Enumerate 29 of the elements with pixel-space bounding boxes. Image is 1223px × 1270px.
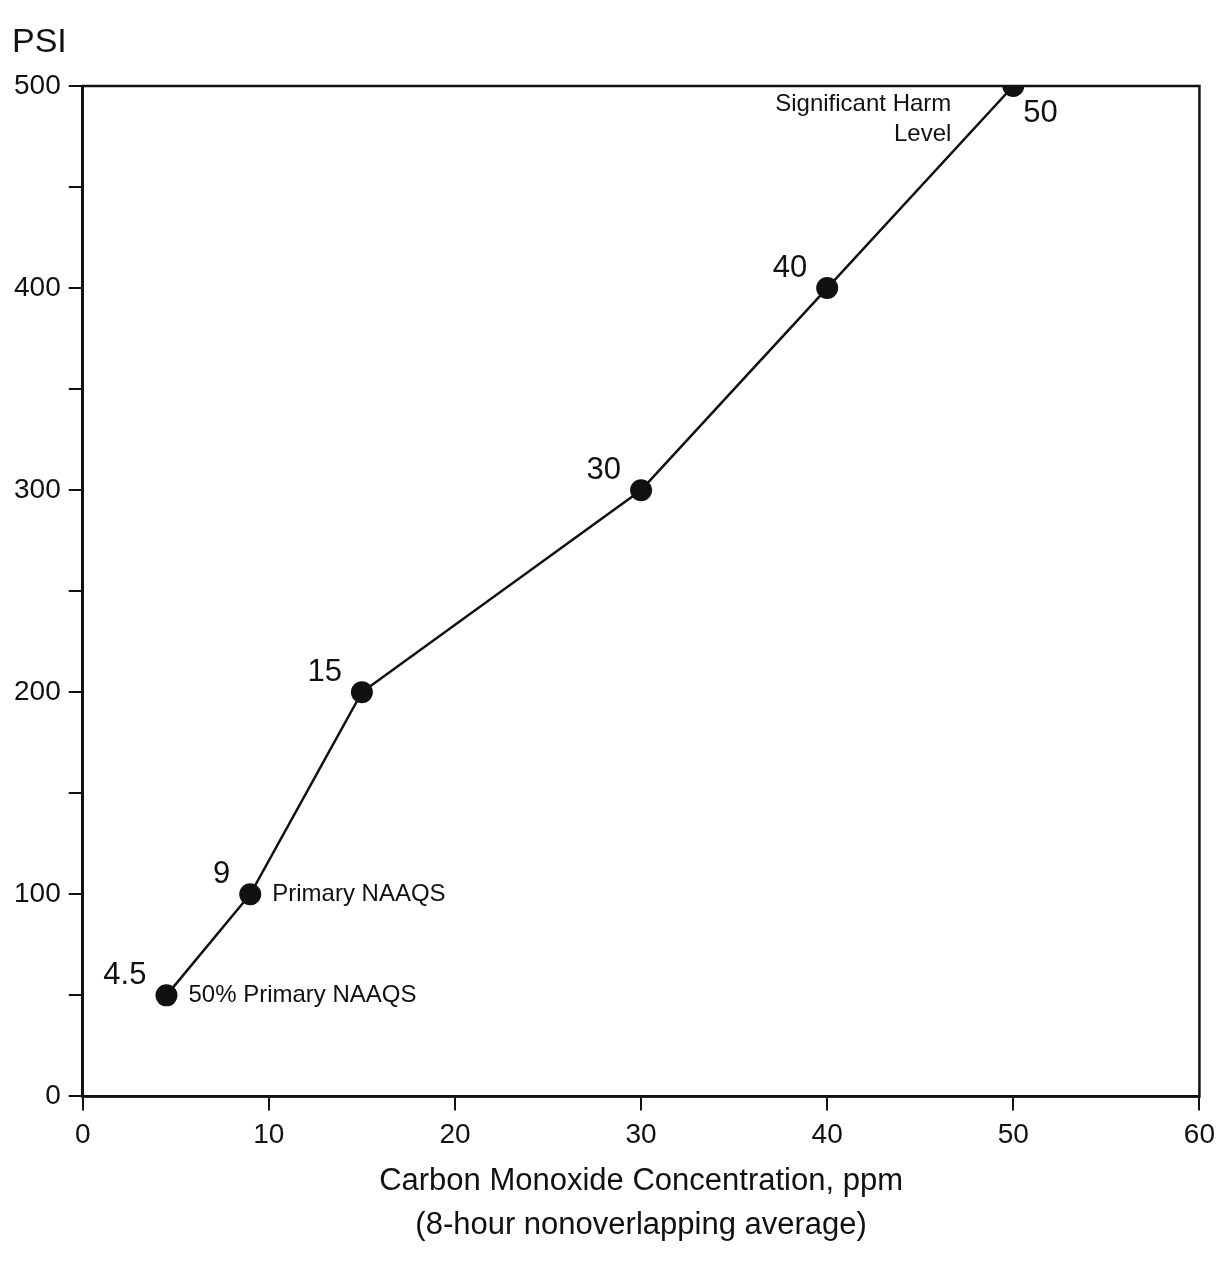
annotation: 50 bbox=[1023, 94, 1058, 130]
annotation: 40 bbox=[772, 249, 808, 285]
annotation: 4.5 bbox=[103, 956, 147, 992]
annotation: 9 bbox=[212, 855, 231, 891]
x-tick-label: 30 bbox=[625, 1117, 657, 1149]
y-tick-label: 0 bbox=[45, 1079, 61, 1111]
annotation: 15 bbox=[307, 653, 342, 689]
point bbox=[239, 883, 262, 906]
x-tick-label: 40 bbox=[811, 1117, 843, 1149]
annotation: 30 bbox=[586, 451, 622, 487]
annotation: Significant Harm Level bbox=[775, 88, 952, 146]
y-tick-label: 500 bbox=[14, 68, 61, 100]
y-tick-label: 100 bbox=[14, 877, 61, 909]
point bbox=[155, 984, 178, 1007]
x-tick-label: 60 bbox=[1183, 1117, 1216, 1149]
x-axis-title: Carbon Monoxide Concentration, ppm (8-hour nonoverlapping average) bbox=[379, 1162, 903, 1242]
y-axis-title: PSI bbox=[12, 21, 67, 60]
point bbox=[816, 277, 839, 300]
point bbox=[350, 681, 373, 704]
y-tick-label: 300 bbox=[14, 472, 61, 504]
y-tick-label: 400 bbox=[14, 270, 61, 302]
y-tick-label: 200 bbox=[14, 674, 61, 706]
point bbox=[630, 479, 653, 502]
annotation: 50% Primary NAAQS bbox=[188, 979, 417, 1007]
x-tick-label: 20 bbox=[439, 1117, 471, 1149]
x-tick-label: 50 bbox=[997, 1117, 1029, 1149]
annotation: Primary NAAQS bbox=[272, 878, 446, 906]
x-tick-label: 10 bbox=[253, 1117, 285, 1149]
x-tick-label: 0 bbox=[74, 1117, 91, 1149]
